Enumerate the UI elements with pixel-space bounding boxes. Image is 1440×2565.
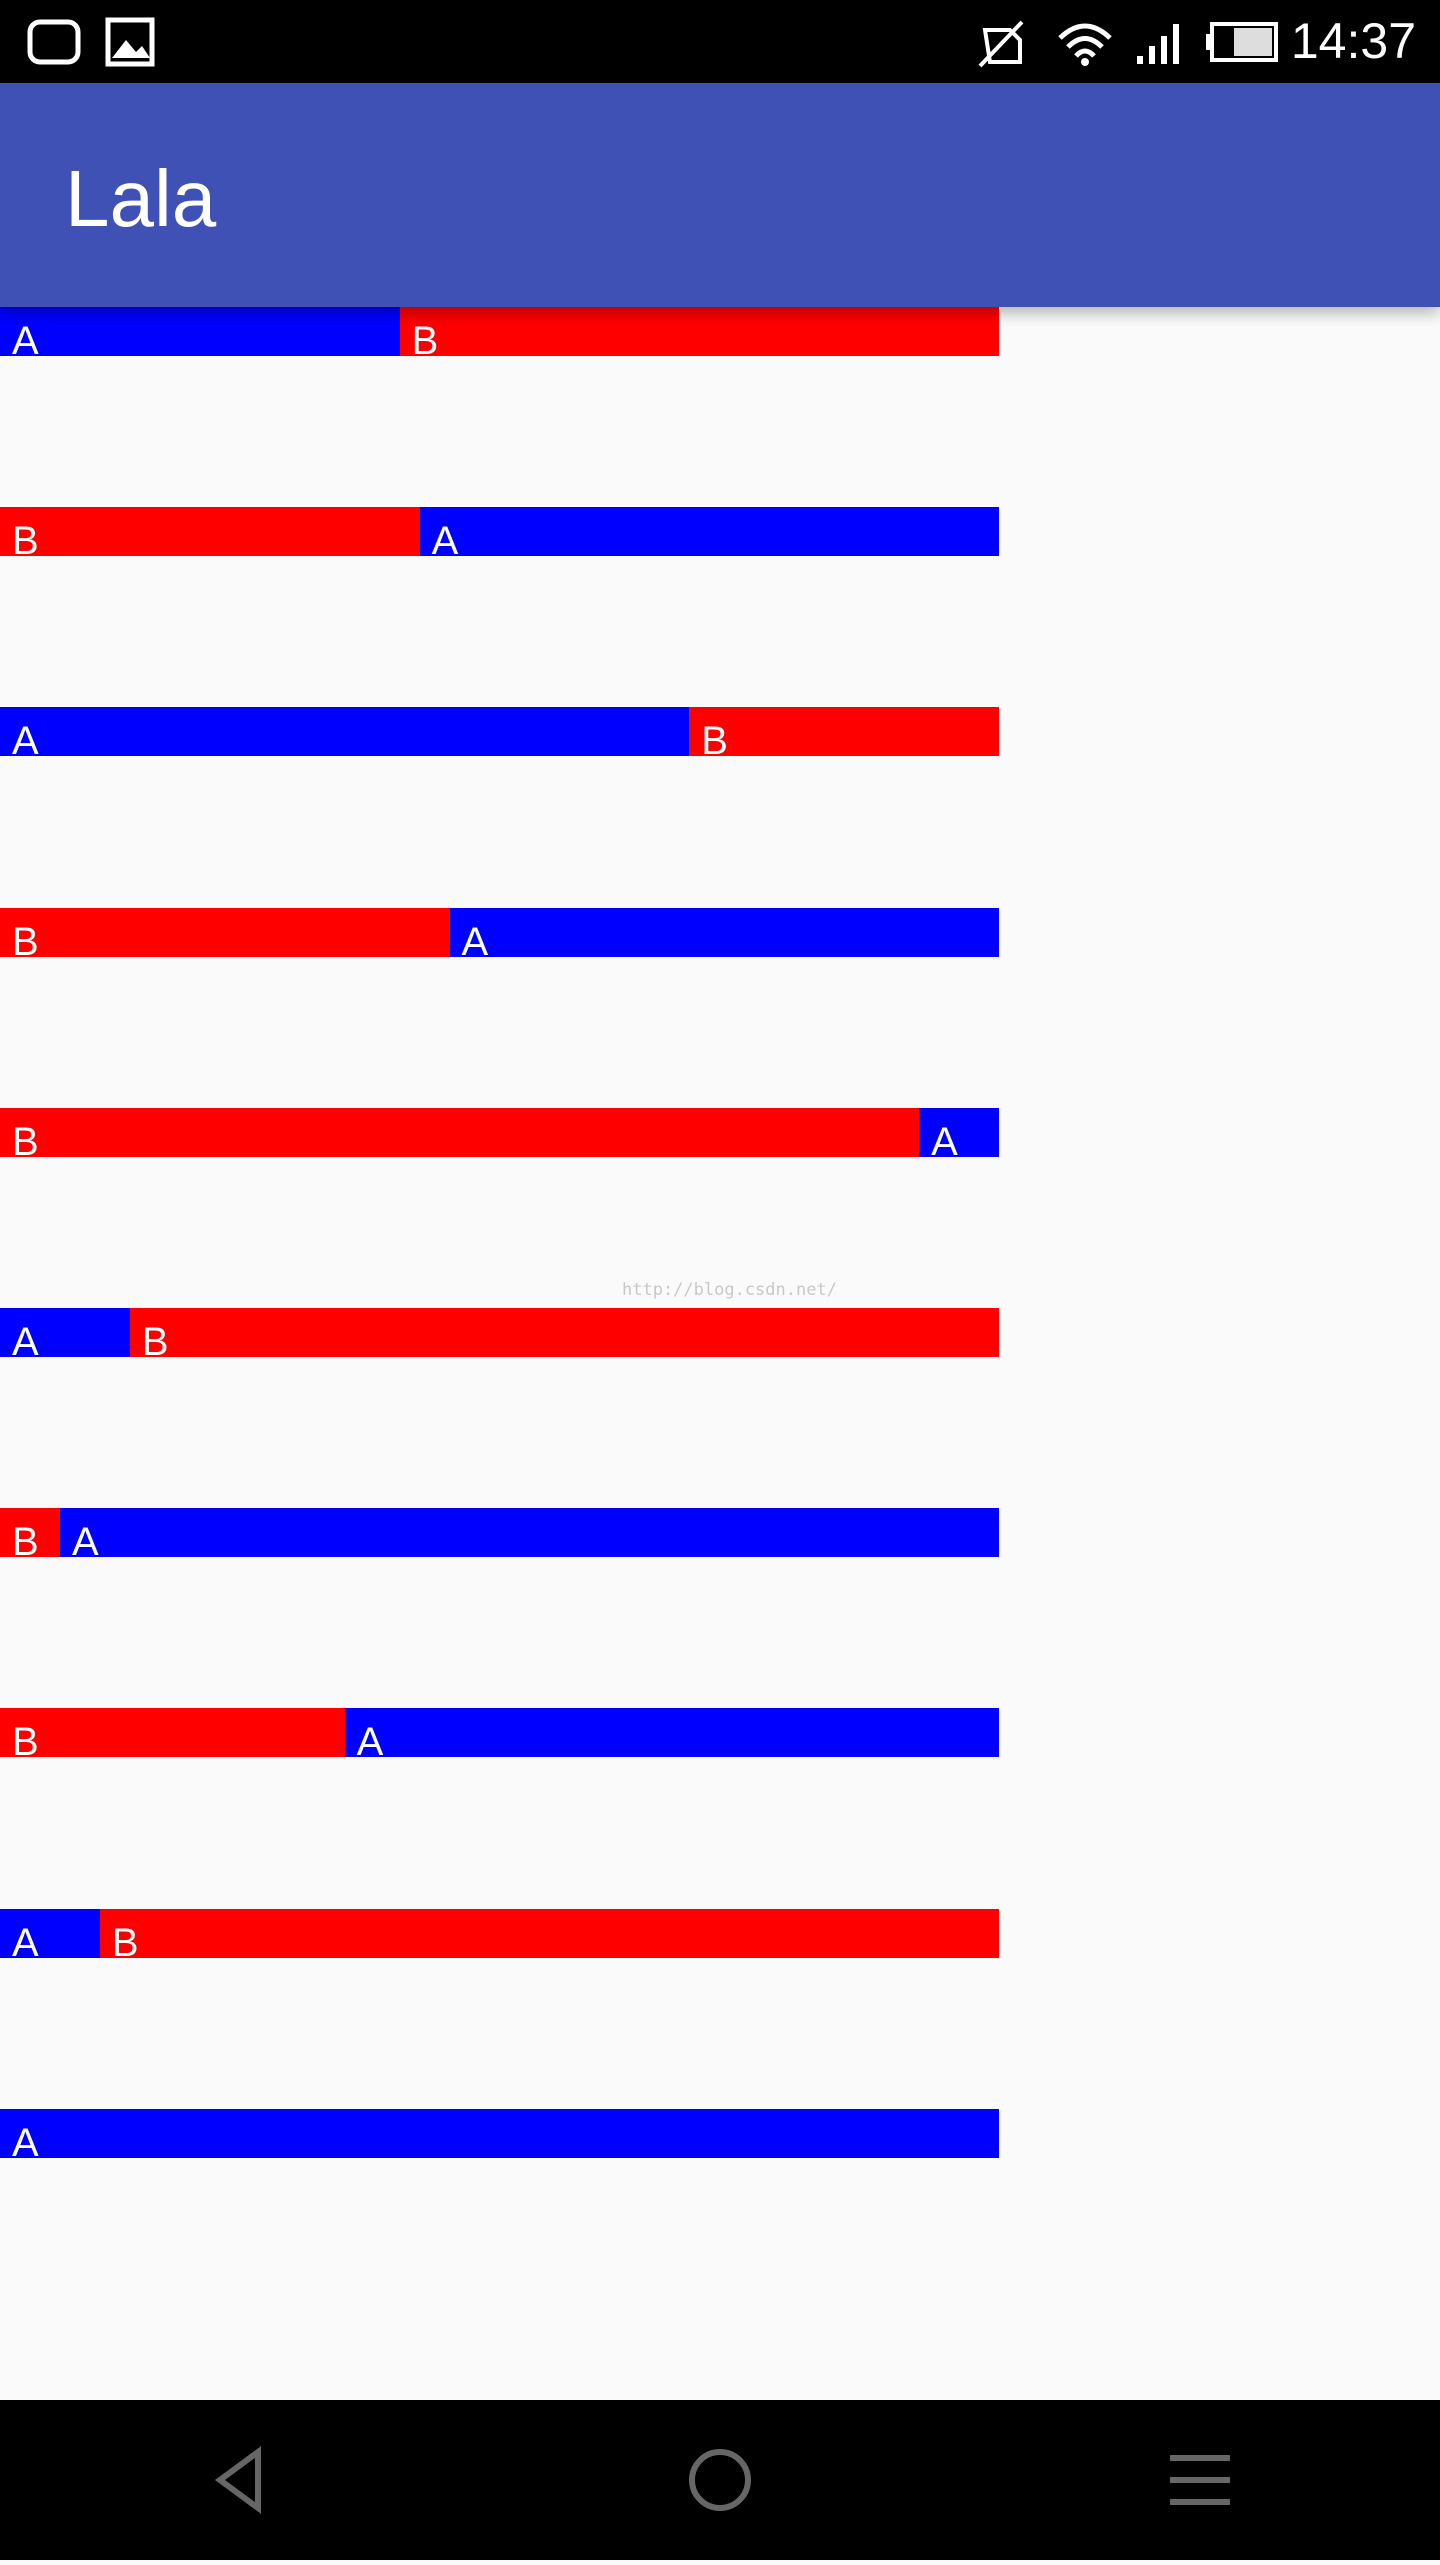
wifi-dot [1081, 58, 1089, 66]
back-button[interactable] [214, 2446, 261, 2514]
bar-segment: A [0, 707, 690, 761]
segment-label: A [931, 1119, 958, 1164]
bar-segment: A [0, 2108, 999, 2163]
segment-label: A [12, 1320, 39, 1364]
segment-label: B [141, 1320, 169, 1364]
menu-button[interactable] [1170, 2455, 1230, 2505]
segment-label: B [12, 1520, 39, 1565]
bar-segment: B [0, 507, 420, 561]
nav-icons [214, 2446, 1230, 2514]
segment-label: A [12, 719, 39, 764]
segment-label: A [431, 519, 459, 564]
bar-segment: A [0, 307, 400, 361]
bar-segment: B [399, 307, 999, 361]
home-button[interactable] [689, 2449, 751, 2511]
bar-segment: B [0, 1508, 60, 1562]
segment-label: A [356, 1720, 384, 1765]
bar-segment: A [919, 1107, 999, 1162]
battery-level [1234, 28, 1272, 56]
segment-label: B [12, 1119, 39, 1164]
segment-label: B [12, 519, 39, 564]
segment-label: A [12, 1920, 39, 1965]
segment-label: A [12, 2120, 39, 2165]
notification-icon [27, 19, 81, 65]
no-sim-icon [978, 20, 1024, 68]
bar-segment: A [449, 907, 999, 962]
segment-label: A [12, 319, 39, 363]
segment-label: A [71, 1520, 99, 1565]
app-title: Lala [65, 154, 217, 243]
segment-label: B [12, 919, 39, 964]
bar-segment: A [419, 507, 999, 561]
bar-segment: A [59, 1508, 999, 1562]
bar-segment: A [0, 1308, 130, 1362]
bar-segment: B [689, 707, 999, 761]
segment-label: A [461, 919, 489, 964]
bar-row: BA [0, 2108, 999, 2163]
app-bar: Lala [0, 83, 1440, 307]
bar-segment: B [99, 1908, 999, 1963]
signal-icon [1137, 24, 1179, 64]
watermark: http://blog.csdn.net/ [622, 1280, 837, 1300]
bar-segment: B [0, 1708, 345, 1762]
segment-label: B [411, 319, 439, 363]
wifi-icon [1058, 23, 1112, 58]
bar-segment: A [0, 1908, 100, 1963]
battery-tip [1206, 34, 1212, 50]
bar-segment: B [0, 907, 450, 962]
image-icon-shape [112, 40, 150, 58]
segment-label: B [111, 1920, 139, 1965]
bar-segment: A [344, 1708, 999, 1762]
navigation-bar [0, 2400, 1440, 2560]
bar-segment: B [0, 1107, 920, 1162]
segment-label: B [12, 1720, 39, 1765]
segment-label: B [701, 719, 728, 764]
clock: 14:37 [1290, 13, 1416, 69]
status-icons [27, 17, 1278, 68]
bar-segment: B [129, 1308, 999, 1362]
status-bar: 14:37 [0, 0, 1440, 83]
image-icon [105, 17, 155, 67]
